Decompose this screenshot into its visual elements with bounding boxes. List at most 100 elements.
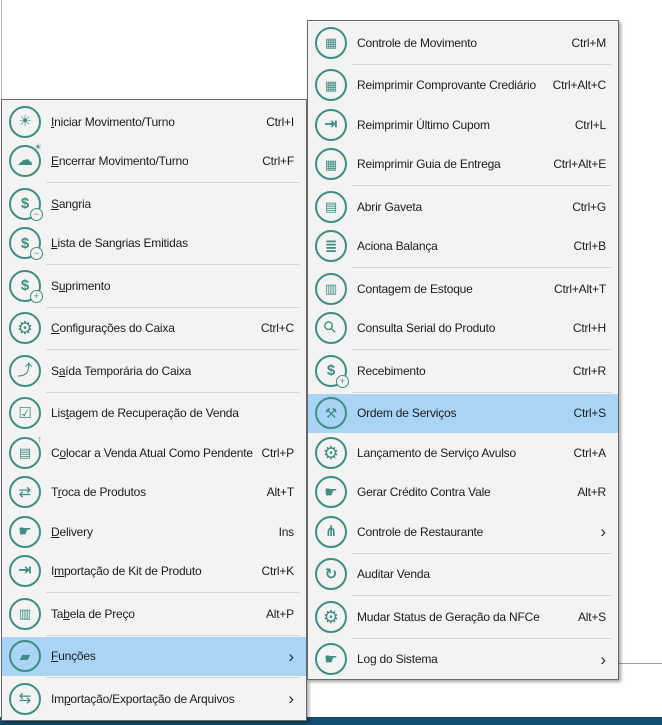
menu-item-shortcut: Ctrl+Alt+T [553,281,606,296]
menu-item-shortcut: Ins [278,524,295,539]
context-menu-main: ☀ Iniciar Movimento/Turno Ctrl+I ☁ ☀ Encerrar… [1,99,307,721]
icon-badge: − [30,247,43,261]
menu-item-abrir-gaveta[interactable]: ▤ Abrir Gaveta Ctrl+G [308,187,618,227]
menu-item-shortcut: Alt+T [266,485,295,500]
menu-item-aciona-balanca[interactable]: ≣ Aciona Balança Ctrl+B [308,227,618,267]
menu-item-shortcut: Ctrl+C [260,321,294,336]
menu-item-shortcut: Ctrl+G [572,199,606,214]
menu-item-contagem-de-estoque[interactable]: ▥ Contagem de Estoque Ctrl+Alt+T [308,269,618,309]
menu-item-lista-de-sangrias-emitidas[interactable]: $ − Lista de Sangrias Emitidas [2,224,306,264]
menu-item-shortcut: Ctrl+M [571,35,607,50]
menu-item-saida-temporaria-do-caixa[interactable]: ⤴ Saída Temporária do Caixa [2,351,306,391]
menu-item-mudar-status-de-geracao-da-nfce[interactable]: ⚙ Mudar Status de Geração da NFCe Alt+S [308,597,618,637]
money-plus-icon: $ + [9,269,43,303]
menu-item-shortcut: Ctrl+Alt+C [552,78,607,93]
menu-item-label: Tabela de Preço [51,606,135,621]
folder-functions-icon: ▰ [9,640,41,673]
menu-item-importacao-de-kit-de-produto[interactable]: ⇥ Importação de Kit de Produto Ctrl+K [2,552,306,592]
menu-item-label: Aciona Balança [357,239,438,254]
menu-item-label: Auditar Venda [357,567,430,582]
menu-item-colocar-a-venda-atual-como-pendente[interactable]: ▤ ↑ Colocar a Venda Atual Como Pendente Ctr… [2,433,306,473]
cutlery-icon: ⋔ [315,515,347,548]
menu-item-shortcut: Alt+S [577,609,606,624]
icon-badge: − [30,207,43,221]
tools-icon: ⚒ [315,397,347,430]
money-minus-icon: $ − [9,187,43,221]
menu-item-encerrar-movimento-turno[interactable]: ☁ ☀ Encerrar Movimento/Turno Ctrl+F [2,142,306,182]
menu-item-label: Ordem de Serviços [357,406,457,421]
icon-badge: ☀ [33,142,42,153]
menu-item-label: Controle de Movimento [357,35,477,50]
chevron-right-icon: › [288,646,294,666]
menu-item-troca-de-produtos[interactable]: ⇄ Troca de Produtos Alt+T [2,473,306,513]
menu-separator [352,267,612,268]
menu-item-ordem-de-servicos[interactable]: ⚒ Ordem de Serviços Ctrl+S [308,393,618,433]
clipboard-icon: ▥ [315,272,347,305]
menu-item-shortcut: Alt+P [265,606,294,621]
person-exit-icon: ⤴ [9,354,41,387]
menu-separator [352,63,612,65]
menu-item-controle-de-movimento[interactable]: ▦ Controle de Movimento Ctrl+M [308,23,618,63]
menu-item-lancamento-de-servico-avulso[interactable]: ⚙ Lançamento de Serviço Avulso Ctrl+A [308,433,618,473]
menu-item-suprimento[interactable]: $ + Suprimento [2,266,306,306]
gear-wrench-icon: ⚙ [315,600,347,633]
window-edge-bar [0,717,662,725]
menu-item-shortcut: Ctrl+F [262,154,294,169]
context-submenu-funcoes: ▦ Controle de Movimento Ctrl+M ▦ Reimprimir … [307,20,619,680]
menu-item-shortcut: Ctrl+R [572,363,606,378]
menu-item-listagem-de-recuperacao-de-venda[interactable]: ☑ Listagem de Recuperação de Venda [2,394,306,434]
menu-item-sangria[interactable]: $ − Sangria [2,184,306,224]
money-minus-icon: $ − [9,227,43,261]
menu-item-recebimento[interactable]: $ + Recebimento Ctrl+R [308,351,618,391]
drawer-icon: ▤ [315,190,347,223]
menu-item-label: Importação/Exportação de Arquivos [51,691,235,706]
menu-item-iniciar-movimento-turno[interactable]: ☀ Iniciar Movimento/Turno Ctrl+I [2,102,306,142]
menu-item-label: Reimprimir Último Cupom [357,117,490,132]
money-plus-icon: $ + [315,354,349,388]
menu-item-label: Abrir Gaveta [357,199,422,214]
menu-item-label: Reimprimir Guia de Entrega [357,157,501,172]
menu-item-label: Iniciar Movimento/Turno [51,114,175,129]
menu-item-reimprimir-ultimo-cupom[interactable]: ⇥ Reimprimir Último Cupom Ctrl+L [308,105,618,145]
menu-item-shortcut: Alt+R [577,485,606,500]
menu-item-label: Listagem de Recuperação de Venda [51,406,239,421]
menu-item-label: Reimprimir Comprovante Crediário [357,78,536,93]
menu-item-label: Lançamento de Serviço Avulso [357,445,516,460]
menu-item-funcoes[interactable]: ▰ Funções › [2,636,306,676]
menu-item-label: Troca de Produtos [51,485,146,500]
import-door-icon: ⇥ [9,555,41,588]
menu-separator [46,391,300,393]
menu-separator [352,552,612,554]
menu-item-label: Mudar Status de Geração da NFCe [357,609,540,624]
menu-separator [46,306,300,308]
menu-item-shortcut: Ctrl+Alt+E [553,157,606,172]
menu-item-importacao-exportacao-de-arquivos[interactable]: ⇆ Importação/Exportação de Arquivos › [2,679,306,719]
menu-item-label: Funções [51,649,96,664]
menu-item-log-do-sistema[interactable]: ☛ Log do Sistema › [308,640,618,680]
menu-item-shortcut: Ctrl+P [261,445,295,460]
menu-separator [46,182,300,183]
icon-badge: + [336,374,349,388]
menu-item-label: Colocar a Venda Atual Como Pendente [51,445,253,460]
register-icon: ▦ [315,26,347,59]
menu-item-reimprimir-guia-de-entrega[interactable]: ▦ Reimprimir Guia de Entrega Ctrl+Alt+E [308,145,618,185]
menu-item-shortcut: Ctrl+A [573,445,607,460]
menu-item-reimprimir-comprovante-crediario[interactable]: ▦ Reimprimir Comprovante Crediário Ctrl+Al… [308,66,618,106]
menu-item-controle-de-restaurante[interactable]: ⋔ Controle de Restaurante › [308,512,618,552]
sun-icon: ☀ [9,105,41,138]
menu-item-tabela-de-preco[interactable]: ▥ Tabela de Preço Alt+P [2,594,306,634]
transfer-arrows-icon: ⇆ [9,682,41,715]
menu-item-label: Sangria [51,196,91,211]
icon-badge: ↑ [37,433,43,444]
menu-item-auditar-venda[interactable]: ↻ Auditar Venda [308,555,618,595]
menu-item-delivery[interactable]: ☛ Delivery Ins [2,512,306,552]
hand-card-icon: ☛ [9,515,41,548]
menu-item-shortcut: Ctrl+H [572,321,606,336]
chevron-right-icon: › [600,522,606,542]
menu-separator [352,391,612,393]
menu-item-configuracoes-do-caixa[interactable]: ⚙ Configurações do Caixa Ctrl+C [2,309,306,349]
menu-item-consulta-serial-do-produto[interactable]: ⚲ Consulta Serial do Produto Ctrl+H [308,309,618,349]
menu-item-gerar-credito-contra-vale[interactable]: ☛ Gerar Crédito Contra Vale Alt+R [308,473,618,513]
hand-card-icon: ☛ [315,643,347,676]
